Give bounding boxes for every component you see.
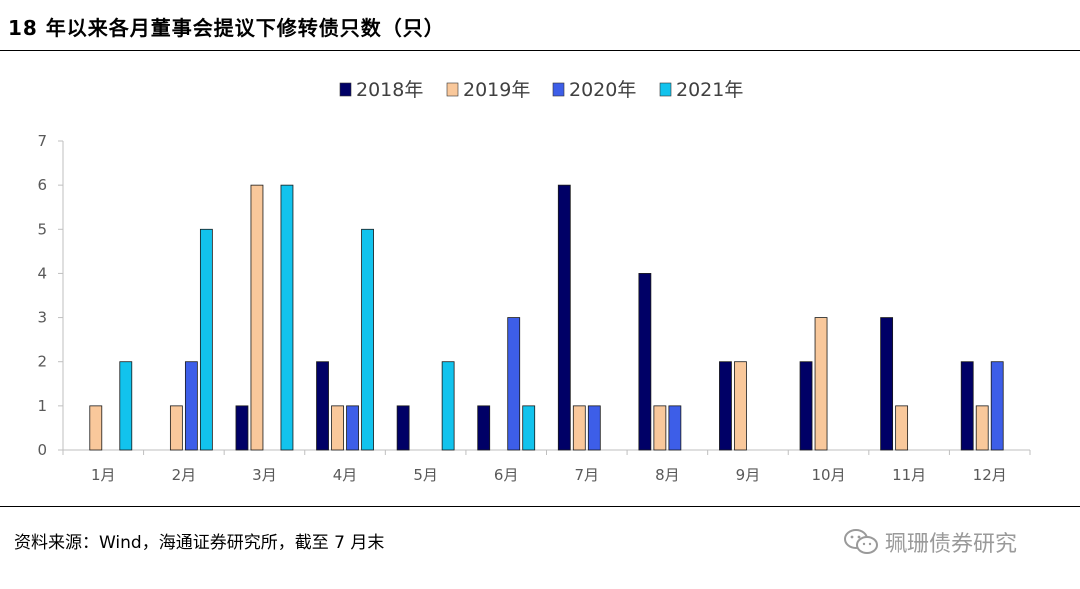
bar [184,361,198,451]
bar [880,317,894,451]
bar [799,361,813,451]
x-tick-label: 3月 [252,466,277,484]
legend-swatch [446,82,459,97]
bar [990,361,1004,451]
source-note: 资料来源：Wind，海通证券研究所，截至 7 月末 [14,533,385,553]
legend-swatch [552,82,565,97]
bar [638,273,652,451]
legend-label: 2018年 [356,79,423,101]
chart-legend: 2018年 2019年 2020年 2021年 [339,79,743,101]
bar [89,405,103,451]
bar [557,184,571,451]
bar [960,361,974,451]
bar [719,361,732,451]
y-axis: 0 1 2 3 4 5 6 7 [37,132,64,459]
x-tick-label: 8月 [655,466,680,484]
bar [316,361,329,451]
bar [975,405,989,451]
bar [361,228,374,451]
bar [396,405,410,451]
legend-label: 2019年 [463,79,530,101]
bars-group [89,184,1004,451]
bar [441,361,455,451]
bar-chart: 2018年 2019年 2020年 2021年 0 1 2 3 4 5 6 7 1月 2月 3月 4月 5月… [37,79,1031,484]
x-tick-label: 9月 [736,466,761,484]
y-tick-label: 3 [37,309,47,327]
x-tick-label: 2月 [172,466,197,484]
legend-swatch [339,82,352,97]
bar [477,405,491,451]
x-tick-label: 10月 [811,466,845,484]
y-tick-label: 5 [37,220,47,238]
bar [199,228,213,451]
y-tick-label: 0 [37,441,47,459]
bar [895,405,909,451]
x-tick-label: 12月 [973,466,1007,484]
bar [507,317,521,451]
legend-swatch [659,82,672,97]
bar [734,361,747,451]
x-tick-label: 11月 [892,466,926,484]
bar [587,405,601,451]
x-axis: 1月 2月 3月 4月 5月 6月 7月 8月 9月 10月 11月 12月 [62,449,1031,484]
wechat-icon [844,529,878,554]
x-tick-label: 6月 [494,466,519,484]
bar [814,317,828,451]
x-tick-label: 1月 [91,466,116,484]
watermark: 珮珊债券研究 [843,526,1017,558]
x-tick-label: 7月 [575,466,600,484]
y-tick-label: 4 [37,264,47,282]
bar [331,405,344,451]
x-tick-label: 5月 [413,466,438,484]
bar [668,405,682,451]
legend-label: 2020年 [569,79,636,101]
bar [280,184,294,451]
x-tick-label: 4月 [333,466,358,484]
watermark-text: 珮珊债券研究 [885,532,1018,557]
y-tick-label: 7 [37,132,47,150]
bar [119,361,133,451]
source-divider [0,506,1080,507]
bar [250,184,264,451]
chart-title: 18 年以来各月董事会提议下修转债只数（只） [8,16,445,40]
legend-label: 2021年 [676,79,743,101]
bar [653,405,667,451]
bar [522,405,536,451]
bar [169,405,183,451]
bar [346,405,359,451]
bar [235,405,249,451]
title-divider [0,50,1080,51]
bar [572,405,586,451]
y-tick-label: 1 [37,397,47,415]
y-tick-label: 6 [37,176,47,194]
y-tick-label: 2 [37,353,47,371]
